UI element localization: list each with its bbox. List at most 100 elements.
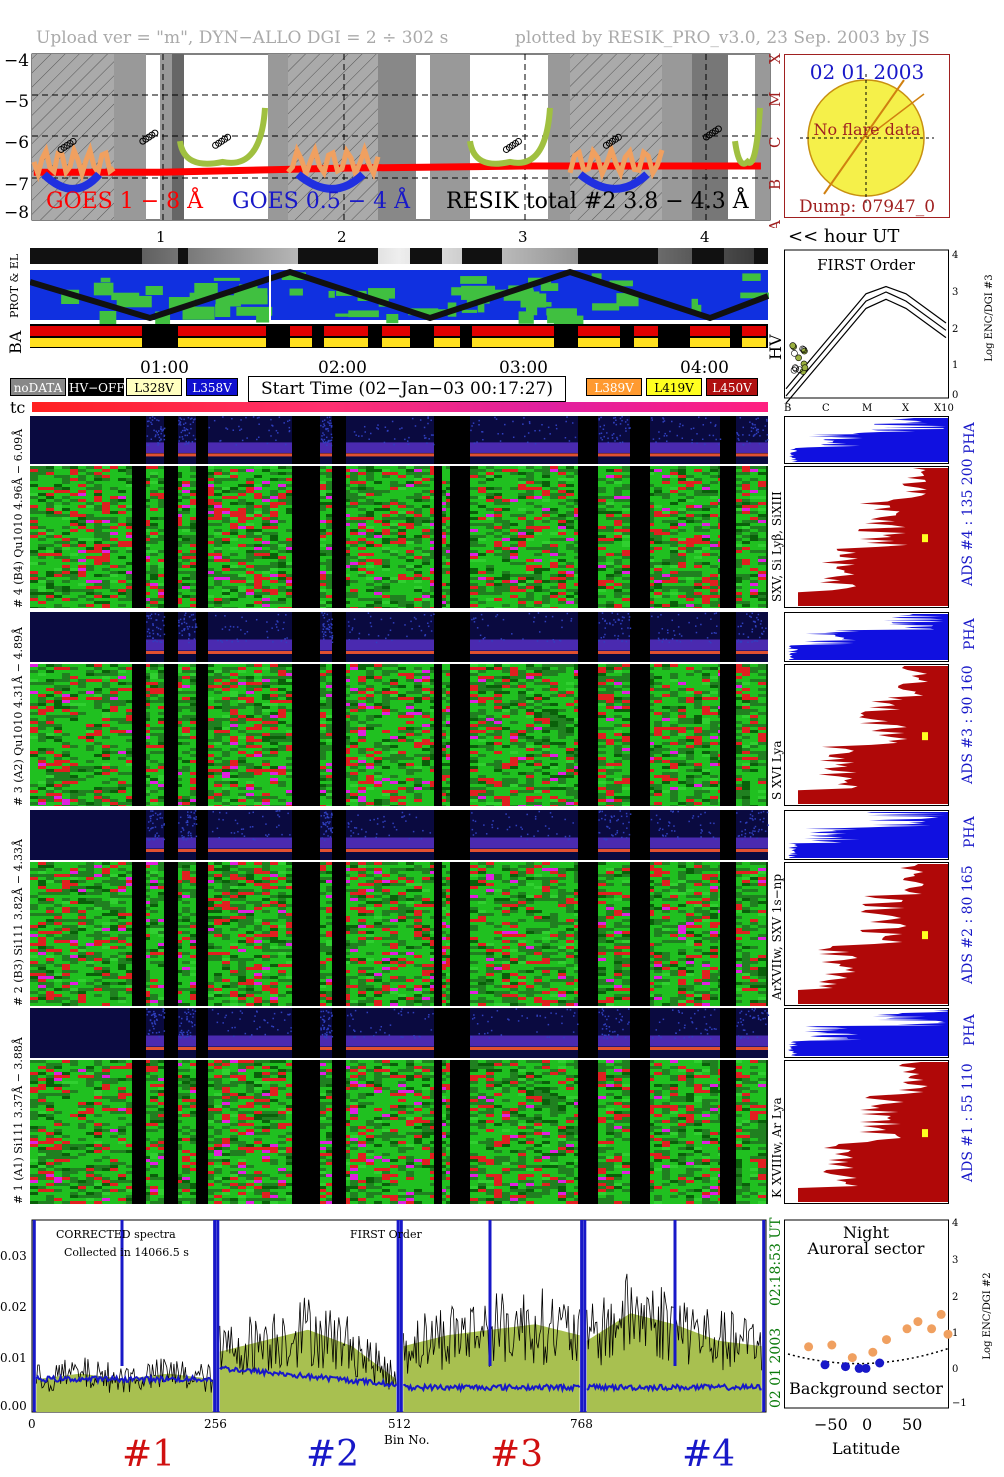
main-cell bbox=[486, 604, 494, 607]
main-cell bbox=[382, 493, 390, 496]
main-cell bbox=[598, 541, 606, 544]
main-cell bbox=[398, 535, 406, 538]
pha-speck bbox=[765, 440, 767, 442]
main-cell bbox=[486, 565, 494, 568]
main-cell bbox=[654, 568, 662, 571]
main-cell bbox=[566, 523, 574, 526]
main-cell bbox=[70, 556, 78, 559]
main-cell bbox=[542, 472, 550, 475]
main-cell bbox=[382, 544, 390, 547]
main-cell bbox=[222, 514, 230, 517]
main-cell bbox=[374, 565, 382, 568]
main-cell bbox=[62, 547, 70, 550]
main-cell bbox=[710, 535, 718, 538]
main-cell bbox=[262, 547, 270, 550]
main-cell bbox=[422, 589, 430, 592]
main-cell bbox=[150, 595, 158, 598]
main-cell bbox=[126, 586, 134, 589]
main-cell bbox=[494, 475, 502, 478]
main-cell bbox=[270, 568, 278, 571]
main-cell bbox=[214, 541, 222, 544]
main-cell bbox=[238, 544, 246, 547]
main-cell bbox=[150, 532, 158, 535]
main-cell bbox=[470, 529, 478, 532]
main-cell bbox=[230, 475, 238, 478]
main-cell bbox=[54, 601, 62, 604]
main-cell bbox=[70, 487, 78, 490]
pha-speck bbox=[330, 426, 333, 428]
main-cell bbox=[518, 556, 526, 559]
main-cell bbox=[422, 601, 430, 604]
main-cell bbox=[126, 589, 134, 592]
main-cell bbox=[486, 574, 494, 577]
main-cell bbox=[670, 496, 678, 499]
main-cell bbox=[502, 505, 510, 508]
main-cell bbox=[734, 574, 742, 577]
main-cell bbox=[390, 568, 398, 571]
pha-speck bbox=[428, 438, 430, 440]
main-cell bbox=[662, 487, 670, 490]
pha-speck bbox=[383, 441, 386, 444]
prot-blob bbox=[616, 293, 639, 307]
main-cell bbox=[46, 472, 54, 475]
main-cell bbox=[38, 559, 46, 562]
main-cell bbox=[270, 508, 278, 511]
main-cell bbox=[286, 583, 294, 586]
main-cell bbox=[622, 565, 630, 568]
main-cell bbox=[366, 598, 374, 601]
main-cell bbox=[414, 583, 422, 586]
main-cell bbox=[126, 466, 134, 469]
main-cell bbox=[470, 517, 478, 520]
main-cell bbox=[262, 544, 270, 547]
main-cell bbox=[486, 478, 494, 481]
main-cell bbox=[126, 571, 134, 574]
main-cell bbox=[694, 601, 702, 604]
main-cell bbox=[686, 595, 694, 598]
main-cell bbox=[214, 583, 222, 586]
main-cell bbox=[606, 556, 614, 559]
main-cell bbox=[30, 580, 38, 583]
main-cell bbox=[358, 547, 366, 550]
main-cell bbox=[390, 478, 398, 481]
main-cell bbox=[486, 547, 494, 550]
main-cell bbox=[126, 472, 134, 475]
main-cell bbox=[206, 526, 214, 529]
main-cell bbox=[230, 568, 238, 571]
main-cell bbox=[758, 502, 766, 505]
main-cell bbox=[246, 478, 254, 481]
main-cell bbox=[502, 478, 510, 481]
pha-speck bbox=[258, 423, 260, 425]
main-cell bbox=[214, 556, 222, 559]
main-cell bbox=[78, 568, 86, 571]
main-cell bbox=[694, 496, 702, 499]
main-cell bbox=[502, 556, 510, 559]
main-cell bbox=[150, 574, 158, 577]
main-cell bbox=[30, 472, 38, 475]
el-dark-block bbox=[754, 248, 768, 264]
main-cell bbox=[622, 544, 630, 547]
main-cell bbox=[70, 601, 78, 604]
prot-blob bbox=[99, 310, 117, 326]
main-cell bbox=[710, 490, 718, 493]
pha-speck bbox=[626, 419, 629, 421]
prot-blob bbox=[609, 280, 633, 287]
main-cell bbox=[70, 592, 78, 595]
main-cell bbox=[502, 535, 510, 538]
main-cell bbox=[318, 481, 326, 484]
main-cell bbox=[654, 553, 662, 556]
main-cell bbox=[614, 526, 622, 529]
main-cell bbox=[558, 520, 566, 523]
hv-point bbox=[791, 350, 798, 357]
main-cell bbox=[190, 523, 198, 526]
main-cell bbox=[30, 508, 38, 511]
pha-speck bbox=[363, 425, 366, 428]
main-cell bbox=[94, 499, 102, 502]
main-cell bbox=[118, 568, 126, 571]
main-cell bbox=[470, 553, 478, 556]
main-cell bbox=[374, 607, 382, 608]
main-cell bbox=[614, 490, 622, 493]
main-cell bbox=[278, 544, 286, 547]
pha-speck bbox=[606, 432, 608, 434]
main-cell bbox=[158, 589, 166, 592]
main-cell bbox=[238, 559, 246, 562]
